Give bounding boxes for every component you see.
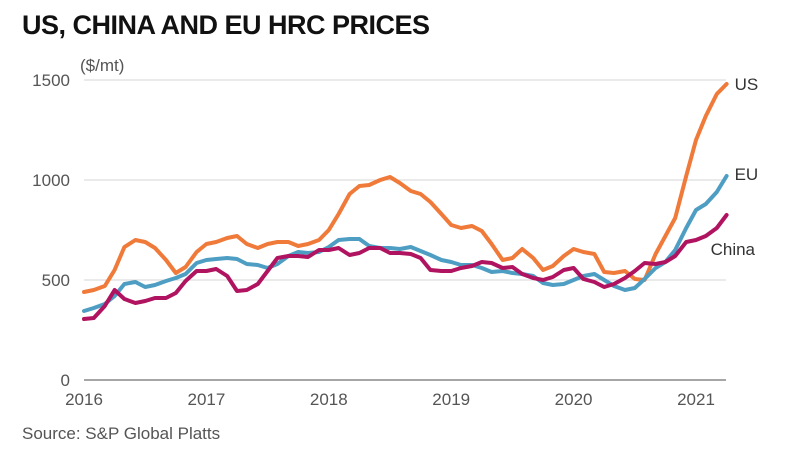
series-label-china: China — [711, 240, 756, 259]
series-label-us: US — [735, 75, 759, 94]
y-tick-label: 1500 — [32, 71, 70, 90]
x-axis-ticks: 2016 2017 2018 2019 2020 2021 — [65, 390, 715, 409]
x-tick-label: 2021 — [677, 390, 715, 409]
series-label-eu: EU — [735, 165, 759, 184]
series-lines — [82, 82, 729, 321]
x-tick-label: 2016 — [65, 390, 103, 409]
gridlines — [84, 79, 726, 381]
x-tick-label: 2020 — [555, 390, 593, 409]
y-axis-unit-label: ($/mt) — [80, 56, 124, 75]
series-line-us — [82, 82, 729, 294]
y-tick-label: 0 — [61, 371, 70, 390]
x-tick-label: 2018 — [310, 390, 348, 409]
series-line-eu — [82, 174, 729, 313]
series-line-china — [82, 213, 729, 321]
y-tick-label: 500 — [42, 271, 70, 290]
x-tick-label: 2019 — [432, 390, 470, 409]
y-axis-ticks: 0 500 1000 1500 — [32, 71, 70, 390]
source-note: Source: S&P Global Platts — [22, 424, 221, 443]
chart-title: US, CHINA AND EU HRC PRICES — [22, 10, 430, 40]
y-tick-label: 1000 — [32, 171, 70, 190]
x-tick-label: 2017 — [187, 390, 225, 409]
series-labels: US EU China — [711, 75, 759, 259]
